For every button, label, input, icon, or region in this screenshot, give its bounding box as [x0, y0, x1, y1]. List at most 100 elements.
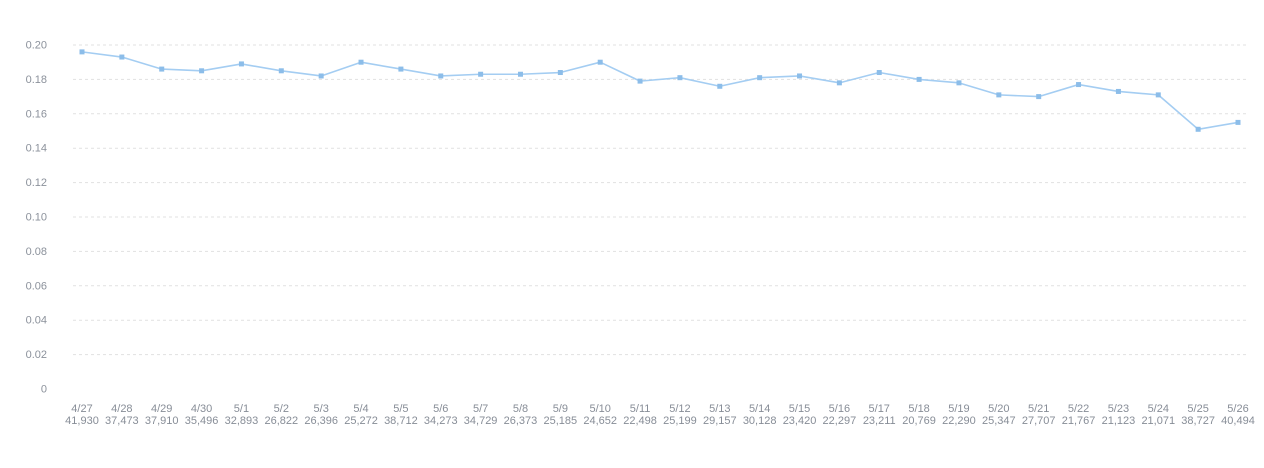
x-tick-count-label: 26,373: [504, 415, 538, 427]
data-point-marker[interactable]: [996, 92, 1002, 98]
x-tick-count-label: 30,128: [743, 415, 777, 427]
y-tick-label: 0.18: [26, 74, 47, 86]
data-point-marker[interactable]: [956, 80, 962, 86]
x-tick-count-label: 25,185: [544, 415, 578, 427]
x-tick-date-label: 5/18: [908, 403, 929, 415]
x-tick-date-label: 5/15: [789, 403, 810, 415]
x-tick-count-label: 20,769: [902, 415, 936, 427]
x-tick-date-label: 5/4: [353, 403, 368, 415]
x-tick-date-label: 4/29: [151, 403, 172, 415]
data-point-marker[interactable]: [717, 83, 723, 89]
data-point-marker[interactable]: [597, 59, 603, 65]
y-tick-label: 0.20: [26, 40, 47, 52]
x-tick-count-label: 22,297: [823, 415, 857, 427]
data-point-marker[interactable]: [1155, 92, 1161, 98]
data-point-marker[interactable]: [318, 73, 324, 79]
x-tick-count-label: 37,473: [105, 415, 139, 427]
x-tick-count-label: 26,822: [264, 415, 298, 427]
data-point-marker[interactable]: [119, 54, 125, 60]
x-tick-date-label: 5/22: [1068, 403, 1089, 415]
y-tick-label: 0.16: [26, 108, 47, 120]
data-point-marker[interactable]: [199, 68, 205, 74]
data-point-marker[interactable]: [159, 66, 165, 72]
y-tick-label: 0.10: [26, 212, 47, 224]
x-tick-count-label: 21,123: [1102, 415, 1136, 427]
x-tick-count-label: 35,496: [185, 415, 219, 427]
x-tick-date-label: 5/25: [1187, 403, 1208, 415]
x-tick-count-label: 38,712: [384, 415, 418, 427]
x-tick-date-label: 5/17: [869, 403, 890, 415]
data-point-marker[interactable]: [797, 73, 803, 79]
x-tick-date-label: 4/30: [191, 403, 212, 415]
data-point-marker[interactable]: [557, 70, 563, 76]
y-tick-label: 0.12: [26, 177, 47, 189]
x-tick-date-label: 5/5: [393, 403, 408, 415]
x-tick-date-label: 5/26: [1227, 403, 1248, 415]
x-tick-date-label: 5/12: [669, 403, 690, 415]
x-tick-date-label: 4/27: [71, 403, 92, 415]
x-tick-date-label: 5/23: [1108, 403, 1129, 415]
data-point-marker[interactable]: [637, 78, 643, 84]
x-tick-count-label: 21,767: [1062, 415, 1096, 427]
x-tick-date-label: 5/6: [433, 403, 448, 415]
x-tick-count-label: 41,930: [65, 415, 99, 427]
x-tick-date-label: 5/10: [589, 403, 610, 415]
x-tick-count-label: 37,910: [145, 415, 179, 427]
data-point-marker[interactable]: [1115, 88, 1121, 94]
data-point-marker[interactable]: [1235, 119, 1241, 125]
x-tick-date-label: 5/21: [1028, 403, 1049, 415]
x-tick-date-label: 5/20: [988, 403, 1009, 415]
x-tick-count-label: 34,729: [464, 415, 498, 427]
x-tick-date-label: 5/11: [630, 403, 651, 415]
x-tick-count-label: 21,071: [1141, 415, 1175, 427]
x-tick-count-label: 40,494: [1221, 415, 1255, 427]
data-point-marker[interactable]: [1036, 94, 1042, 100]
x-tick-count-label: 29,157: [703, 415, 737, 427]
data-point-marker[interactable]: [916, 76, 922, 82]
data-point-marker[interactable]: [398, 66, 404, 72]
x-tick-count-label: 32,893: [225, 415, 259, 427]
x-tick-count-label: 34,273: [424, 415, 458, 427]
x-tick-date-label: 5/24: [1148, 403, 1169, 415]
x-tick-count-label: 27,707: [1022, 415, 1056, 427]
x-tick-date-label: 5/2: [274, 403, 289, 415]
x-tick-count-label: 22,290: [942, 415, 976, 427]
data-point-marker[interactable]: [478, 71, 484, 77]
x-tick-date-label: 5/19: [948, 403, 969, 415]
data-point-marker[interactable]: [238, 61, 244, 67]
x-tick-count-label: 25,272: [344, 415, 378, 427]
x-tick-count-label: 26,396: [304, 415, 338, 427]
data-point-marker[interactable]: [677, 75, 683, 81]
data-point-marker[interactable]: [836, 80, 842, 86]
x-tick-date-label: 5/9: [553, 403, 568, 415]
data-point-marker[interactable]: [358, 59, 364, 65]
trend-line: [81, 51, 1239, 131]
y-tick-label: 0.02: [26, 349, 47, 361]
x-tick-date-label: 5/13: [709, 403, 730, 415]
data-point-marker[interactable]: [876, 70, 882, 76]
x-tick-date-label: 5/3: [314, 403, 329, 415]
x-tick-count-label: 38,727: [1181, 415, 1215, 427]
y-tick-label: 0.06: [26, 280, 47, 292]
data-point-marker[interactable]: [517, 71, 523, 77]
data-point-marker[interactable]: [1195, 126, 1201, 132]
data-point-marker[interactable]: [438, 73, 444, 79]
data-point-marker[interactable]: [757, 75, 763, 81]
x-tick-count-label: 23,211: [863, 415, 896, 427]
data-point-marker[interactable]: [79, 49, 85, 55]
x-tick-count-label: 23,420: [783, 415, 817, 427]
x-tick-count-label: 25,199: [663, 415, 697, 427]
x-tick-date-label: 5/14: [749, 403, 770, 415]
data-point-marker[interactable]: [1076, 82, 1082, 88]
x-tick-count-label: 25,347: [982, 415, 1016, 427]
data-point-marker[interactable]: [278, 68, 284, 74]
x-tick-date-label: 5/16: [829, 403, 850, 415]
x-tick-count-label: 22,498: [623, 415, 657, 427]
y-tick-label: 0: [41, 384, 47, 396]
y-tick-label: 0.04: [26, 315, 47, 327]
x-tick-count-label: 24,652: [583, 415, 617, 427]
x-tick-date-label: 4/28: [111, 403, 132, 415]
x-tick-date-label: 5/1: [234, 403, 249, 415]
